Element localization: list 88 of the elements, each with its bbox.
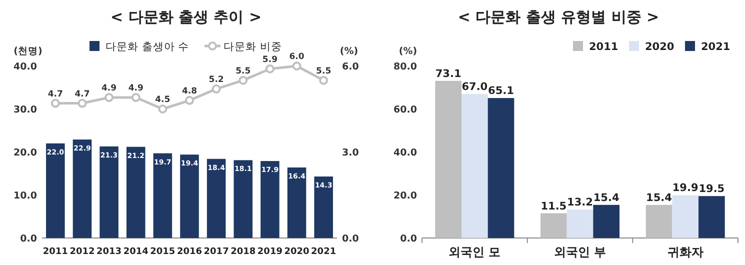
y-axis-title: (천명) — [14, 46, 42, 57]
bar — [593, 204, 620, 238]
x-tick-label: 2017 — [204, 247, 229, 257]
x-tick-label: 2011 — [42, 247, 68, 257]
data-label: 4.9 — [102, 84, 117, 94]
bar — [540, 213, 567, 238]
bar — [153, 153, 172, 238]
point — [292, 62, 302, 70]
bar — [462, 94, 488, 238]
data-label: 73.1 — [435, 68, 462, 80]
bar — [646, 204, 672, 238]
y-tick-label: 80.0 — [394, 62, 418, 72]
y2-tick-label: 6.0 — [342, 62, 360, 72]
point — [212, 84, 221, 94]
legend-label: 다문화 비중 — [224, 41, 282, 53]
point — [265, 64, 274, 74]
data-label: 5.9 — [262, 54, 278, 65]
data-label: 6.0 — [289, 52, 304, 62]
x-tick-label: 외국인 모 — [448, 245, 501, 259]
chart-title: < 다문화 출생 유형별 비중 > — [458, 8, 660, 26]
legend-label: 2011 — [589, 41, 618, 53]
x-tick-label: 외국인 부 — [554, 245, 606, 259]
data-label: 4.7 — [48, 89, 64, 100]
point — [78, 98, 87, 108]
y-tick-label: 60.0 — [394, 104, 418, 116]
x-tick-label: 귀화자 — [667, 245, 704, 259]
data-label: 65.1 — [488, 85, 514, 98]
x-tick-label: 2021 — [311, 247, 336, 257]
data-label: 19.5 — [698, 183, 725, 196]
x-tick-label: 2020 — [284, 247, 310, 257]
bar — [488, 98, 514, 238]
bar — [126, 146, 146, 238]
point — [238, 76, 248, 85]
bar — [72, 140, 92, 238]
bar — [672, 195, 698, 238]
point — [104, 93, 114, 102]
y2-axis-title: (%) — [340, 46, 358, 57]
data-label: 11.5 — [540, 200, 567, 212]
data-label: 15.4 — [646, 192, 672, 204]
bar — [180, 154, 199, 238]
x-tick-label: 2012 — [70, 247, 95, 257]
y-tick-label: 0.0 — [400, 234, 418, 244]
data-label: 5.2 — [208, 74, 224, 85]
data-label: 19.9 — [672, 182, 698, 194]
chart-title: < 다문화 출생 추이 > — [110, 8, 262, 26]
y2-tick-label: 3.0 — [342, 148, 360, 158]
point — [319, 76, 328, 85]
bar — [46, 143, 65, 238]
data-label: 5.5 — [316, 66, 332, 76]
bar — [435, 80, 462, 238]
x-tick-label: 2016 — [176, 247, 202, 257]
data-label: 15.4 — [593, 192, 620, 204]
y-tick-label: 40.0 — [394, 148, 418, 158]
x-tick-label: 2013 — [96, 247, 122, 257]
data-label: 4.7 — [74, 89, 90, 100]
x-tick-label: 2019 — [257, 247, 282, 257]
y-tick-label: 0.0 — [20, 234, 38, 244]
point — [50, 98, 60, 108]
bar — [206, 158, 226, 238]
y-tick-label: 20.0 — [14, 148, 38, 158]
data-label: 4.9 — [128, 84, 144, 94]
bar — [260, 161, 280, 238]
y-tick-label: 20.0 — [394, 190, 418, 202]
data-label: 4.5 — [155, 95, 170, 105]
y-axis-title: (%) — [398, 46, 418, 57]
y-tick-label: 10.0 — [14, 190, 38, 202]
point — [158, 104, 168, 114]
y2-tick-label: 0.0 — [342, 234, 360, 244]
x-tick-label: 2015 — [150, 247, 176, 257]
data-label: 4.8 — [182, 86, 198, 96]
x-tick-label: 2018 — [230, 247, 256, 257]
bar — [287, 167, 306, 238]
bar — [698, 196, 725, 238]
bar — [234, 160, 253, 238]
data-label: 67.0 — [462, 80, 488, 93]
bar — [314, 176, 333, 238]
data-label: 5.5 — [236, 66, 251, 76]
data-label: 13.2 — [567, 196, 593, 209]
y-tick-label: 30.0 — [14, 104, 38, 116]
legend-label: 2020 — [645, 41, 674, 53]
bar — [566, 210, 594, 238]
bar — [100, 146, 118, 238]
point — [185, 96, 194, 105]
point — [131, 93, 140, 102]
legend-label: 2021 — [701, 41, 730, 53]
y-tick-label: 40.0 — [14, 62, 38, 72]
x-tick-label: 2014 — [123, 247, 148, 257]
legend-label: 다문화 출생아 수 — [106, 41, 190, 53]
